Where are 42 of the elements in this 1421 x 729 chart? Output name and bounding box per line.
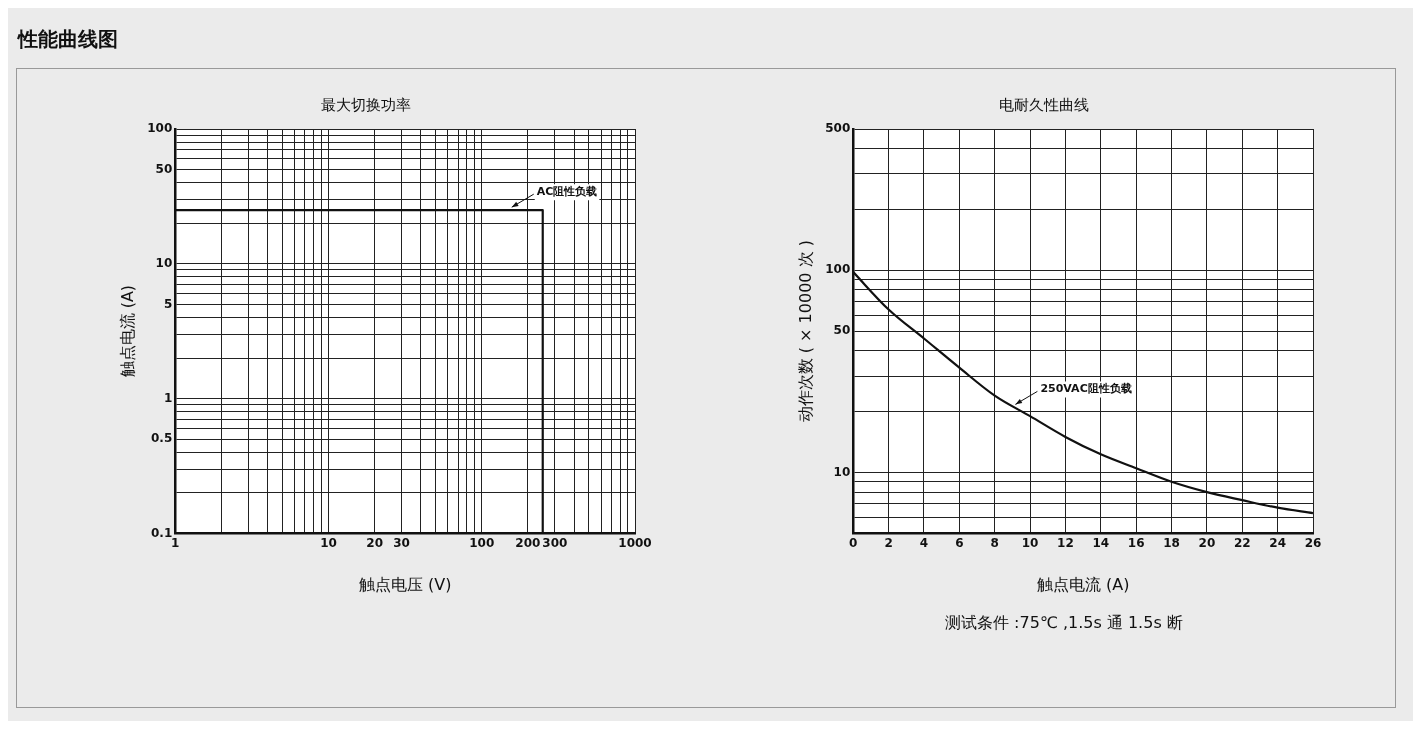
- x-tick-label: 24: [1269, 535, 1286, 550]
- x-tick-label: 300: [542, 535, 568, 550]
- y-tick-label: 1: [163, 390, 173, 405]
- y-axis-title: 触点电流 (A): [117, 284, 137, 378]
- x-tick-label: 0: [849, 535, 858, 550]
- chart-title: 电耐久性曲线: [999, 95, 1089, 114]
- annotation: 250VAC阻性负载: [1040, 382, 1132, 396]
- x-tick-label: 20: [1198, 535, 1216, 550]
- x-tick-label: 12: [1057, 535, 1074, 550]
- y-tick-label: 100: [147, 121, 173, 136]
- x-tick-label: 26: [1304, 535, 1322, 550]
- y-tick-label: 50: [833, 323, 851, 338]
- y-axis-title: 动作次数 ( × 10000 次 ): [795, 240, 815, 423]
- x-tick-label: 22: [1233, 535, 1251, 550]
- x-tick-label: 10: [320, 535, 337, 550]
- x-tick-label: 30: [393, 535, 410, 550]
- y-tick-label: 0.1: [150, 525, 173, 540]
- x-tick-label: 100: [469, 535, 495, 550]
- y-tick-label: 50: [155, 161, 173, 176]
- x-tick-label: 8: [990, 535, 999, 550]
- x-tick-label: 1000: [618, 535, 652, 550]
- x-tick-label: 18: [1163, 535, 1180, 550]
- x-axis-title: 触点电流 (A): [1036, 574, 1130, 594]
- y-tick-label: 500: [825, 121, 851, 136]
- y-tick-label: 5: [163, 296, 173, 311]
- text: 性能曲线图: [18, 26, 118, 53]
- y-tick-label: 10: [155, 255, 173, 270]
- x-axis-title: 触点电压 (V): [358, 574, 452, 594]
- x-tick-label: 16: [1127, 535, 1145, 550]
- y-tick-label: 100: [825, 262, 851, 277]
- x-tick-label: 2: [884, 535, 893, 550]
- y-tick-label: 0.5: [150, 431, 173, 446]
- annotation: AC阻性负载: [536, 185, 598, 199]
- x-tick-label: 10: [1021, 535, 1039, 550]
- x-tick-label: 200: [515, 535, 541, 550]
- chart-title: 最大切换功率: [321, 95, 411, 114]
- x-tick-label: 14: [1092, 535, 1110, 550]
- x-tick-label: 20: [366, 535, 383, 550]
- text: 测试条件 :75℃ ,1.5s 通 1.5s 断: [945, 613, 1184, 634]
- y-tick-label: 10: [833, 464, 851, 479]
- x-tick-label: 4: [919, 535, 929, 550]
- x-tick-label: 6: [955, 535, 964, 550]
